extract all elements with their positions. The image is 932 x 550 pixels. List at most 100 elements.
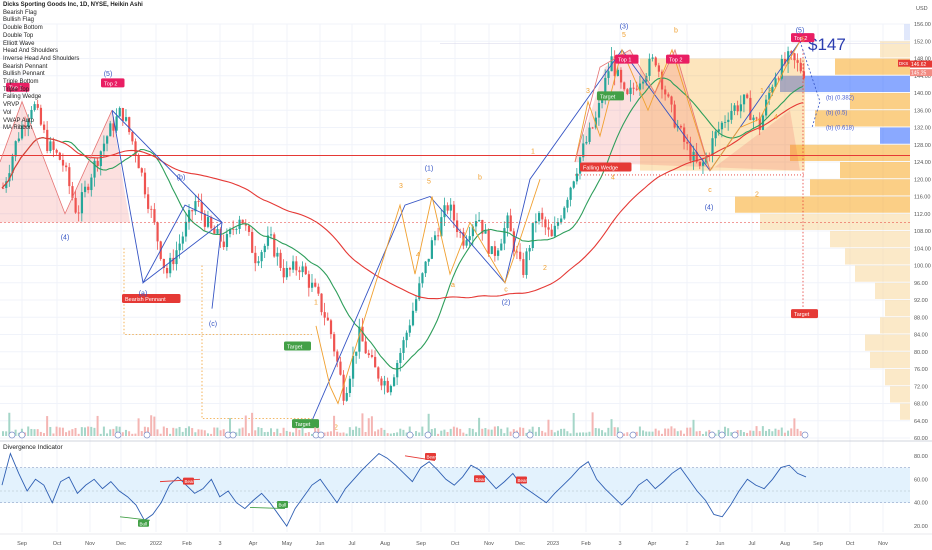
candle — [771, 86, 774, 93]
candle — [421, 273, 424, 284]
divergence-tag-text: Bull — [279, 503, 287, 508]
volume-bar — [203, 430, 206, 436]
volume-bar — [191, 428, 194, 436]
event-marker — [629, 431, 637, 439]
candle — [298, 270, 301, 273]
ticker-badge-text: DKS — [899, 61, 908, 66]
price-axis-tick: 96.00 — [914, 281, 928, 287]
volume-bar — [459, 428, 462, 436]
candle — [251, 231, 254, 253]
candle — [790, 51, 793, 54]
volume-bar — [298, 429, 301, 436]
time-axis-tick: 2023 — [547, 541, 559, 547]
indicator-label: Triple Bottom — [3, 79, 39, 86]
candle — [635, 88, 638, 90]
candle — [80, 192, 84, 214]
candle — [560, 218, 563, 223]
volume-bar — [172, 427, 175, 436]
candle — [736, 105, 739, 112]
volume-bar — [30, 428, 33, 436]
candle — [279, 252, 282, 268]
candle — [686, 141, 689, 144]
volume-profile-bar — [845, 248, 910, 265]
price-badge — [910, 69, 932, 77]
volume-bar — [137, 418, 140, 436]
divergence-tag — [183, 477, 194, 485]
volume-bar — [613, 427, 616, 436]
volume-bar — [664, 428, 667, 436]
wave-label: 4 — [774, 114, 778, 121]
volume-bar — [427, 413, 430, 436]
candle — [93, 160, 96, 178]
volume-bar — [74, 427, 77, 436]
candle — [550, 229, 553, 237]
indicator-label: MA Ribbon — [3, 125, 33, 132]
candle — [497, 250, 500, 256]
volume-bar — [556, 430, 559, 436]
volume-bar — [616, 427, 619, 436]
candle — [96, 160, 99, 167]
volume-bar — [443, 429, 446, 436]
volume-bar — [143, 426, 146, 436]
wave-label: (3) — [620, 23, 629, 30]
candle — [74, 197, 77, 213]
price-badge — [910, 60, 932, 68]
time-axis-tick: Dec — [116, 541, 126, 547]
candle — [629, 87, 632, 95]
volume-bar — [83, 427, 86, 436]
volume-bar — [746, 432, 749, 436]
price-axis-tick: 152.00 — [914, 39, 931, 45]
wave-label: 3 — [399, 183, 403, 190]
event-marker — [317, 431, 325, 439]
candle — [484, 230, 487, 234]
candle — [42, 124, 46, 130]
wave-label: 4 — [611, 174, 615, 181]
candle — [465, 240, 468, 246]
candle — [604, 77, 607, 98]
candle — [673, 104, 676, 128]
candle — [478, 219, 481, 222]
volume-bar — [282, 427, 285, 436]
volume-bar — [392, 432, 395, 436]
volume-bar — [213, 427, 216, 436]
price-axis-tick: 148.00 — [914, 57, 931, 63]
volume-bar — [724, 426, 727, 436]
candle — [106, 136, 109, 144]
candle — [232, 228, 235, 230]
price-axis-tick: 108.00 — [914, 229, 931, 235]
volume-bar — [326, 431, 329, 436]
wave-label: 5 — [427, 179, 431, 186]
candle — [588, 127, 591, 142]
volume-bar — [638, 426, 641, 436]
price-axis-tick: 64.00 — [914, 419, 928, 425]
candle — [342, 374, 345, 401]
candle — [165, 267, 169, 274]
candle — [143, 172, 147, 195]
volume-bar — [550, 429, 553, 436]
volume-bar — [197, 429, 200, 436]
candle — [456, 220, 459, 233]
wave-label: 5 — [801, 36, 805, 43]
event-marker — [708, 431, 716, 439]
volume-bar — [153, 416, 156, 436]
volume-bar — [118, 426, 121, 436]
price-axis-tick: 116.00 — [914, 195, 930, 201]
oscillator-line — [1, 452, 807, 528]
candle — [361, 326, 364, 342]
volume-bar — [676, 431, 679, 436]
candle — [24, 125, 27, 128]
volume-bar — [591, 412, 594, 436]
pattern-tag — [666, 54, 690, 64]
volume-bar — [478, 417, 481, 436]
candle — [17, 138, 20, 142]
price-axis-tick: 76.00 — [914, 367, 928, 373]
candle — [140, 168, 143, 173]
price-axis-tick: 136.00 — [914, 108, 931, 114]
volume-bar — [370, 416, 373, 436]
volume-bar — [509, 431, 512, 436]
volume-bar — [244, 415, 247, 436]
volume-bar — [49, 426, 52, 436]
volume-bar — [285, 430, 288, 436]
volume-bar — [708, 429, 711, 436]
